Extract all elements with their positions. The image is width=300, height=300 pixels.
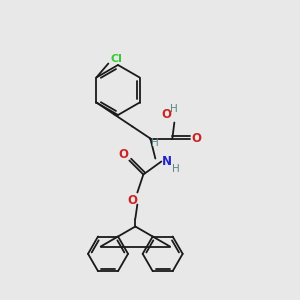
Text: O: O [118, 148, 128, 161]
Text: H: H [170, 103, 178, 113]
Text: Cl: Cl [110, 55, 122, 64]
Text: N: N [162, 155, 172, 168]
Text: H: H [152, 139, 159, 148]
Text: O: O [127, 194, 137, 207]
Text: O: O [191, 132, 201, 145]
Text: O: O [161, 108, 171, 121]
Text: H: H [172, 164, 180, 173]
